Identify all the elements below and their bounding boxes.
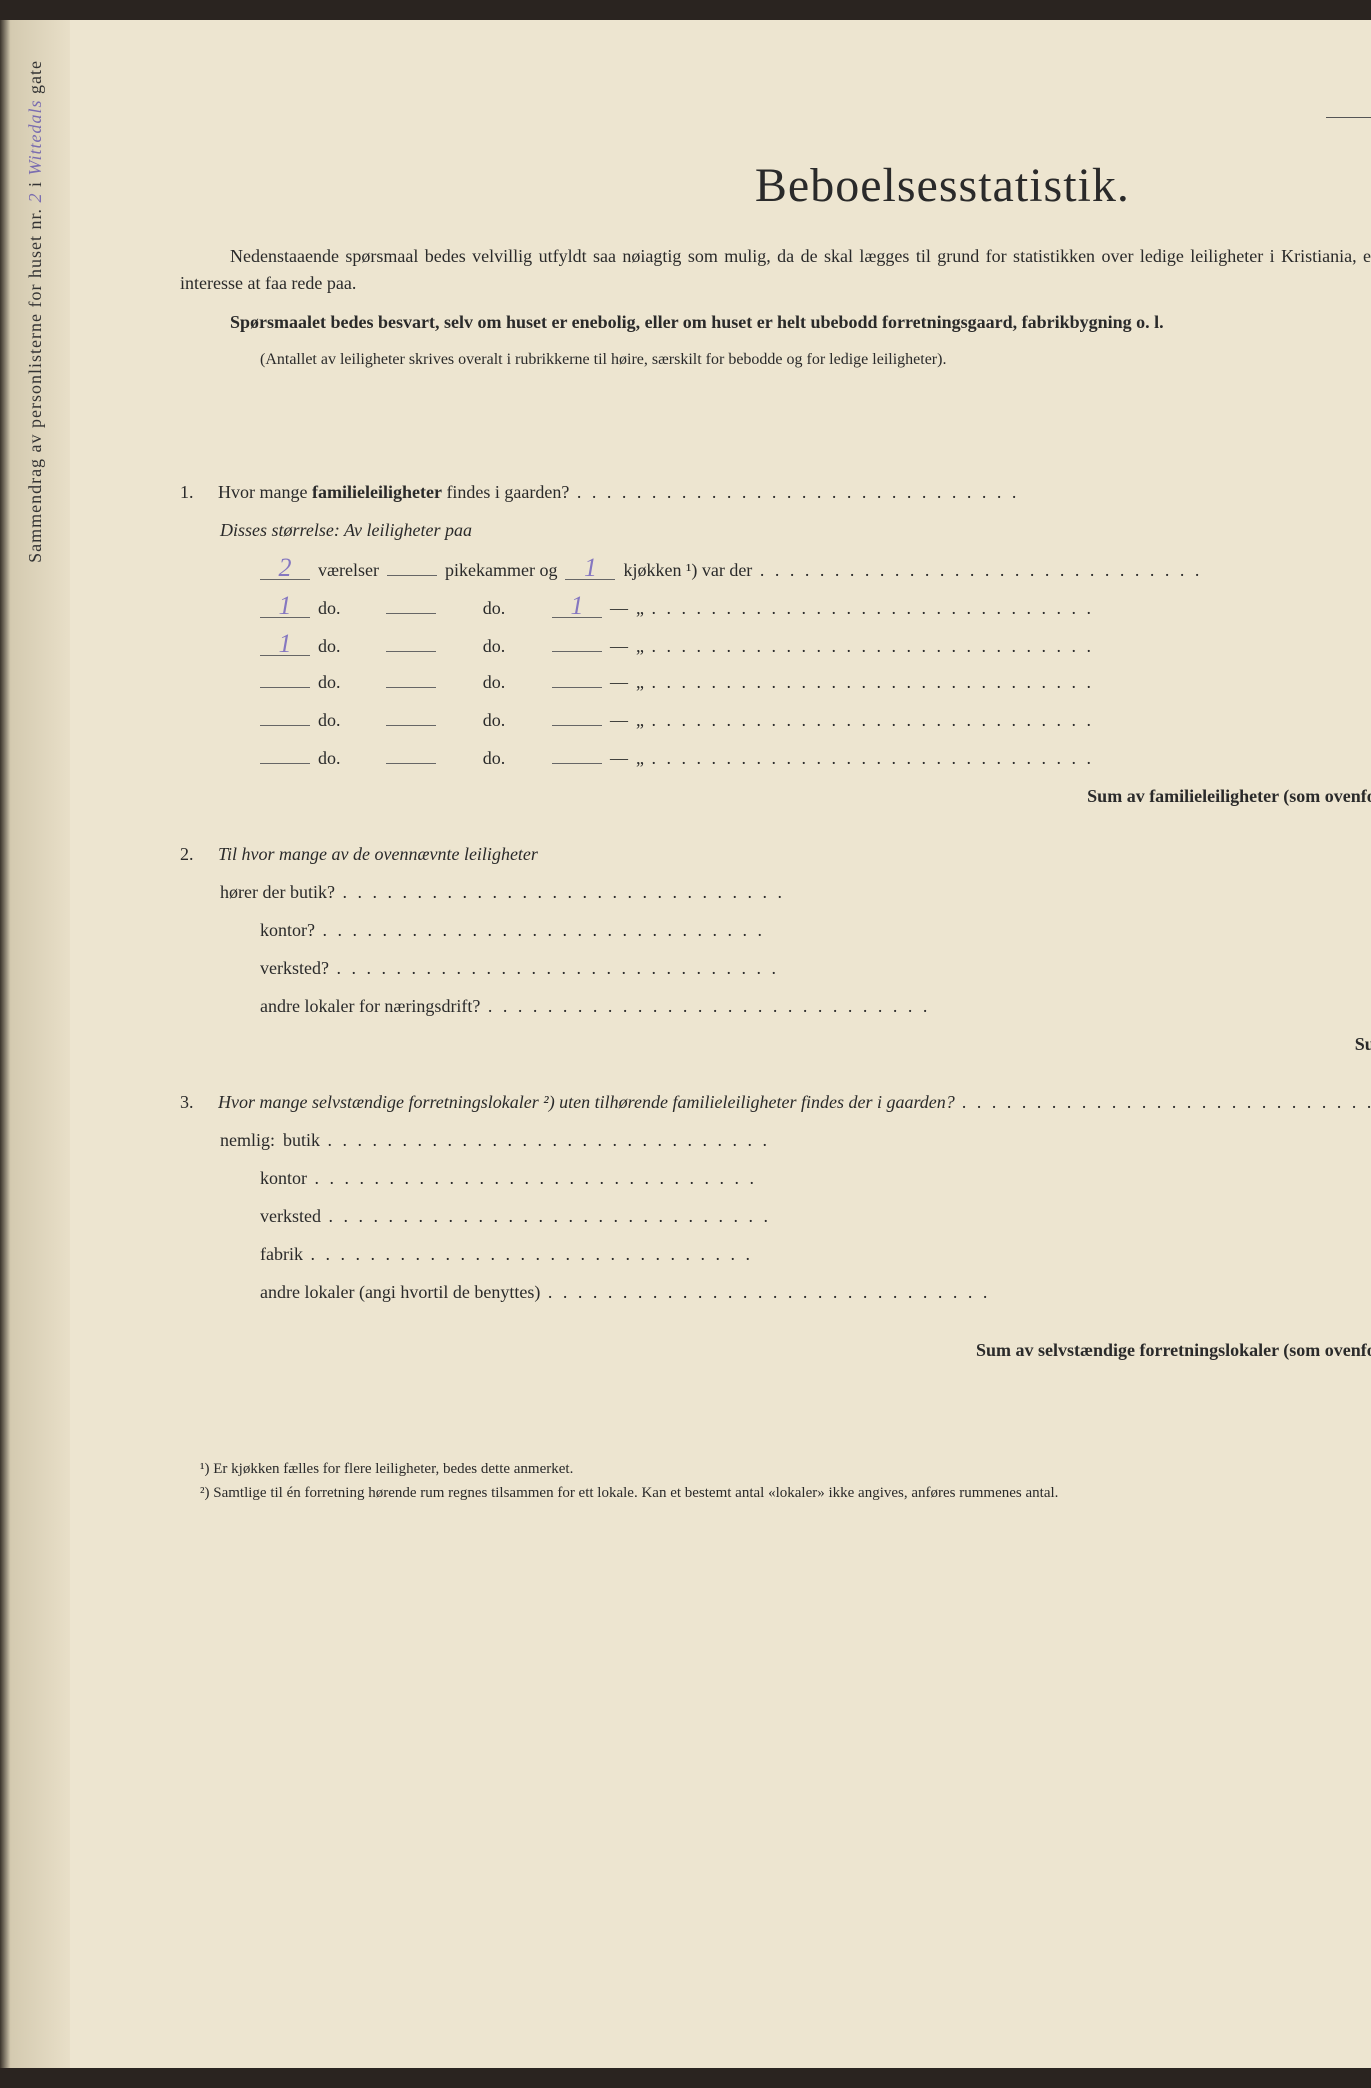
kjokken-2 <box>552 651 602 652</box>
q3-fabrik: fabrik <box>180 1244 1371 1282</box>
street-name-field: Wittedals <box>1326 80 1371 118</box>
do-label: do. <box>318 748 378 769</box>
ditto: „ <box>636 636 1371 657</box>
q2-r1: kontor? <box>260 920 1371 941</box>
spine-nr: 2 <box>25 193 45 203</box>
q1-text: Hvor mange familieleiligheter findes i g… <box>218 482 1371 503</box>
q3-butik: nemlig: butik <box>180 1130 1371 1168</box>
vaerelser-label: værelser <box>318 560 379 581</box>
kjokken-1: 1 <box>552 596 602 618</box>
main-page: Wittedals gate nr. 2 Beboelsesstatistik.… <box>70 20 1371 2068</box>
pike-4 <box>386 725 436 726</box>
do-label: do. <box>444 710 544 731</box>
q2-andre: andre lokaler for næringsdrift? <box>180 996 1371 1034</box>
kjokken-0: 1 <box>565 558 615 580</box>
q3-row: 3. Hvor mange selvstændige forretningslo… <box>180 1092 1371 1130</box>
pike-5 <box>386 763 436 764</box>
pike-2 <box>386 651 436 652</box>
book-spine: Sammendrag av personlisterne for huset n… <box>0 20 70 2068</box>
vaerelser-0: 2 <box>260 558 310 580</box>
vaerelser-4 <box>260 725 310 726</box>
q2-text: Til hvor mange av de ovennævnte leilighe… <box>218 844 1371 865</box>
q1-sum-label: Sum av familieleiligheter (som ovenfor) <box>180 786 1371 807</box>
ditto: „ <box>636 748 1371 769</box>
pike-3 <box>386 687 436 688</box>
footnote-2: ²) Samtlige til én forretning hørende ru… <box>180 1481 1371 1505</box>
do-label: do. <box>318 672 378 693</box>
q1-sub: Disses størrelse: Av leiligheter paa <box>180 520 1371 558</box>
kjokken-4 <box>552 725 602 726</box>
q3-r2: verksted <box>260 1206 1371 1227</box>
spine-i: i <box>25 181 45 187</box>
do-label: do. <box>444 598 544 619</box>
q1-size-row-2: 1 do. do. — „ <box>180 634 1371 672</box>
intro-p3: (Antallet av leiligheter skrives overalt… <box>180 348 1371 372</box>
footnote-1: ¹) Er kjøkken fælles for flere leilighet… <box>180 1457 1371 1481</box>
intro-p1: Nedenstaaende spørsmaal bedes velvillig … <box>180 243 1371 297</box>
q3-andre: andre lokaler (angi hvortil de benyttes) <box>180 1282 1371 1320</box>
document-wrapper: Sammendrag av personlisterne for huset n… <box>0 20 1371 2068</box>
main-layout: 1. Hvor mange familieleiligheter findes … <box>180 392 1371 1427</box>
vaerelser-1: 1 <box>260 596 310 618</box>
q2-sum-label: Sum <box>180 1034 1371 1055</box>
q2-r2: verksted? <box>260 958 1371 979</box>
do-label: do. <box>444 748 544 769</box>
q1-num: 1. <box>180 482 210 503</box>
kjokken-label: kjøkken ¹) var der <box>623 560 1371 581</box>
vaerelser-3 <box>260 687 310 688</box>
q1-size-row-1: 1 do. do. 1 — „ <box>180 596 1371 634</box>
do-label: do. <box>318 636 378 657</box>
header-row: Wittedals gate nr. 2 <box>180 80 1371 118</box>
q3-r1: kontor <box>260 1168 1371 1189</box>
q2-sum: Sum <box>180 1034 1371 1072</box>
pike-label: pikekammer og <box>445 560 557 581</box>
footnotes: ¹) Er kjøkken fælles for flere leilighet… <box>180 1457 1371 1505</box>
spine-gate: gate <box>25 60 45 94</box>
vaerelser-2: 1 <box>260 634 310 656</box>
do-label: do. <box>444 672 544 693</box>
q3-num: 3. <box>180 1092 210 1113</box>
vaerelser-5 <box>260 763 310 764</box>
q1-sub-text: Disses størrelse: Av leiligheter paa <box>220 520 472 541</box>
q2-kontor: kontor? <box>180 920 1371 958</box>
q3-text: Hvor mange selvstændige forretningslokal… <box>218 1092 1371 1113</box>
q2-r3: andre lokaler for næringsdrift? <box>260 996 1371 1017</box>
page-title: Beboelsesstatistik. <box>180 158 1371 213</box>
pike-0 <box>387 575 437 576</box>
q1-size-row-5: do. do. — „ <box>180 748 1371 786</box>
kjokken-5 <box>552 763 602 764</box>
q1-size-row-0: 2 værelser pikekammer og 1 kjøkken ¹) va… <box>180 558 1371 596</box>
q3-r4: andre lokaler (angi hvortil de benyttes) <box>260 1282 1371 1303</box>
nemlig: nemlig: <box>220 1130 275 1151</box>
q1-size-row-4: do. do. — „ <box>180 710 1371 748</box>
do-label: do. <box>318 598 378 619</box>
spine-label: Sammendrag av personlisterne for huset n… <box>25 208 45 563</box>
q3-verksted: verksted <box>180 1206 1371 1244</box>
intro-p2: Spørsmaalet bedes besvart, selv om huset… <box>180 309 1371 336</box>
q2-butik: hører der butik? <box>180 882 1371 920</box>
q1-sum-row: Sum av familieleiligheter (som ovenfor) <box>180 786 1371 824</box>
kjokken-3 <box>552 687 602 688</box>
q3-sum: Sum av selvstændige forretningslokaler (… <box>180 1340 1371 1378</box>
q2-r0: hører der butik? <box>220 882 1371 903</box>
do-label: do. <box>444 636 544 657</box>
q3-r0: butik <box>283 1130 1371 1151</box>
ditto: „ <box>636 672 1371 693</box>
do-label: do. <box>318 710 378 731</box>
questions-column: 1. Hvor mange familieleiligheter findes … <box>180 392 1371 1427</box>
q3-kontor: kontor <box>180 1168 1371 1206</box>
q1-row: 1. Hvor mange familieleiligheter findes … <box>180 482 1371 520</box>
spine-text: Sammendrag av personlisterne for huset n… <box>25 60 46 563</box>
q3-r3: fabrik <box>260 1244 1371 1265</box>
q2-verksted: verksted? <box>180 958 1371 996</box>
q3-sum-label: Sum av selvstændige forretningslokaler (… <box>180 1340 1371 1361</box>
q2-row: 2. Til hvor mange av de ovennævnte leili… <box>180 844 1371 882</box>
pike-1 <box>386 613 436 614</box>
ditto: „ <box>636 598 1371 619</box>
q2-num: 2. <box>180 844 210 865</box>
ditto: „ <box>636 710 1371 731</box>
spine-street: Wittedals <box>25 99 45 175</box>
q1-size-row-3: do. do. — „ <box>180 672 1371 710</box>
